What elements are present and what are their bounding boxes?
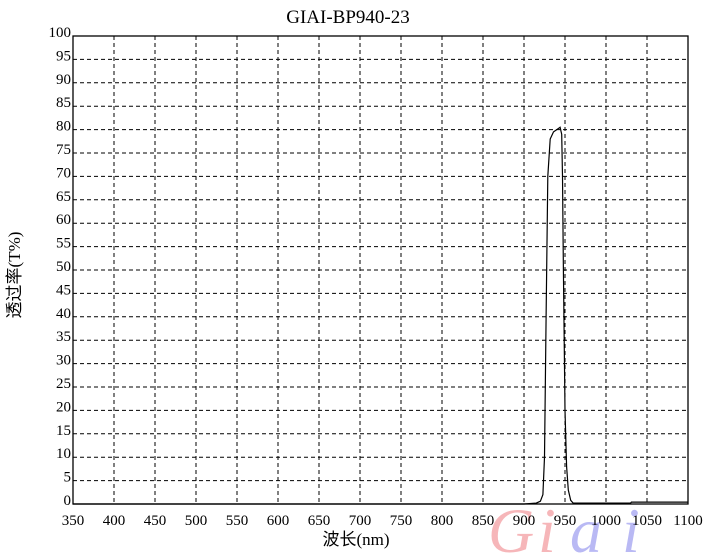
- x-tick-label: 850: [472, 513, 495, 529]
- y-tick-label: 10: [56, 446, 71, 462]
- x-tick-label: 1050: [632, 513, 662, 529]
- y-tick-label: 95: [56, 48, 71, 64]
- svg-text:i: i: [622, 495, 640, 554]
- x-tick-label: 600: [267, 513, 290, 529]
- tick-labels: 350 400 450 500 550 600 650 700 750 800 850 900 950 1…: [49, 25, 703, 529]
- watermark-logo: G i a i: [488, 495, 640, 554]
- y-tick-label: 50: [56, 259, 71, 275]
- x-tick-label: 900: [513, 513, 536, 529]
- x-tick-label: 1000: [591, 513, 621, 529]
- y-tick-label: 85: [56, 95, 71, 111]
- y-tick-label: 75: [56, 142, 71, 158]
- svg-text:i: i: [538, 495, 556, 554]
- y-tick-label: 25: [56, 376, 71, 392]
- x-axis-label: 波长(nm): [322, 530, 389, 549]
- y-tick-label: 65: [56, 189, 71, 205]
- x-tick-label: 450: [144, 513, 167, 529]
- y-tick-label: 0: [64, 493, 72, 509]
- y-tick-label: 90: [56, 72, 71, 88]
- x-tick-label: 650: [308, 513, 331, 529]
- x-tick-label: 500: [185, 513, 208, 529]
- y-tick-label: 100: [49, 25, 72, 41]
- y-tick-label: 55: [56, 236, 71, 252]
- svg-text:a: a: [570, 495, 602, 554]
- x-tick-label: 700: [349, 513, 372, 529]
- grid: [73, 36, 688, 504]
- y-tick-label: 35: [56, 329, 71, 345]
- series-line: [73, 126, 688, 505]
- y-tick-label: 60: [56, 212, 71, 228]
- x-tick-label: 1100: [673, 513, 702, 529]
- svg-text:G: G: [488, 495, 534, 554]
- x-tick-label: 800: [431, 513, 454, 529]
- y-tick-label: 80: [56, 119, 71, 135]
- y-tick-label: 15: [56, 423, 71, 439]
- y-tick-label: 70: [56, 165, 71, 181]
- y-tick-label: 40: [56, 306, 71, 322]
- y-tick-label: 5: [64, 470, 72, 486]
- x-tick-label: 350: [62, 513, 85, 529]
- y-tick-label: 45: [56, 282, 71, 298]
- x-tick-label: 400: [103, 513, 126, 529]
- y-axis-label: 透过率(T%): [5, 232, 24, 319]
- y-tick-label: 20: [56, 399, 71, 415]
- y-tick-label: 30: [56, 353, 71, 369]
- chart-title: GIAI-BP940-23: [286, 7, 410, 28]
- x-tick-label: 750: [390, 513, 413, 529]
- x-tick-label: 950: [554, 513, 577, 529]
- x-tick-label: 550: [226, 513, 249, 529]
